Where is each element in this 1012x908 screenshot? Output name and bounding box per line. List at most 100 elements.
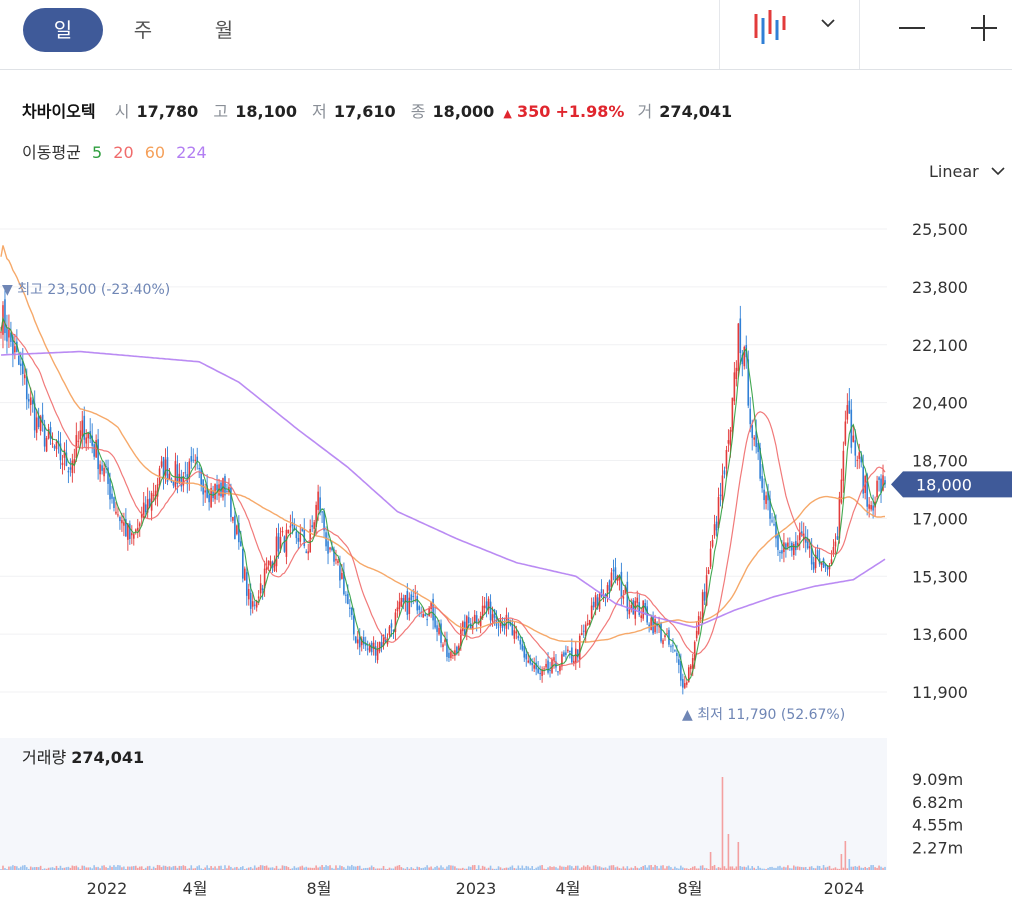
candle-body (826, 566, 829, 570)
candle-body (8, 329, 10, 338)
volume-bar (850, 866, 853, 870)
volume-bar (584, 866, 587, 870)
candle-body (349, 607, 351, 609)
candle-body (335, 558, 337, 561)
volume-bar (305, 866, 308, 870)
volume-bar (876, 867, 878, 870)
volume-bar (842, 867, 845, 870)
volume-bar (53, 868, 56, 870)
volume-bar (271, 867, 274, 870)
candle-body (632, 600, 635, 615)
candle-body (473, 614, 476, 624)
candle-body (198, 468, 201, 470)
candle-body (196, 456, 199, 462)
volume-bar (47, 867, 50, 870)
candle-body (713, 524, 716, 536)
candle-body (531, 662, 533, 666)
candle-body (53, 445, 56, 449)
candle-body (636, 597, 639, 603)
volume-bar (87, 867, 90, 870)
candle-body (142, 502, 145, 518)
chart-type-selector[interactable] (719, 0, 860, 69)
volume-bar (745, 867, 748, 870)
price-chart[interactable]: 25,500 23,800 22,100 20,400 18,700 17,000 15,3… (0, 195, 1012, 908)
volume-bar (664, 868, 666, 870)
candle-body (374, 646, 377, 656)
volume-bar (160, 867, 163, 870)
candle-body (255, 601, 258, 608)
candle-body (842, 450, 845, 481)
volume-bar (172, 866, 175, 870)
volume-bar (644, 865, 646, 870)
candle-body (820, 562, 823, 565)
candle-body (341, 572, 343, 579)
candle-body (31, 400, 34, 405)
volume-bar (198, 865, 201, 870)
tab-day[interactable]: 일 (23, 8, 103, 52)
candle-body (719, 494, 722, 497)
candle-body (428, 607, 430, 617)
candle-body (460, 629, 462, 647)
volume-bar (261, 865, 264, 870)
candle-body (35, 417, 38, 433)
volume-bar (834, 867, 837, 870)
y-tick-label: 13,600 (912, 625, 968, 644)
scale-selector[interactable]: Linear (929, 162, 1006, 181)
volume-legend-value: 274,041 (71, 748, 145, 767)
candle-body (682, 679, 684, 688)
volume-bar (176, 867, 179, 870)
volume-bar (184, 866, 187, 870)
candle-body (666, 633, 668, 635)
zoom-in-button[interactable] (959, 8, 1009, 52)
candle-body (295, 531, 298, 539)
candle-body (192, 459, 195, 461)
y-tick-label: 18,700 (912, 452, 968, 471)
volume-bar (816, 865, 819, 870)
candle-body (866, 474, 868, 507)
volume-bar (632, 868, 635, 870)
up-triangle-icon: ▲ (503, 107, 512, 120)
ma-20[interactable]: 20 (113, 143, 134, 162)
volume-bar (872, 865, 874, 870)
volume-bar (576, 865, 579, 870)
ma-224[interactable]: 224 (176, 143, 207, 162)
volume-bar (109, 865, 111, 870)
volume-bar (83, 865, 86, 870)
candle-body (727, 440, 730, 444)
volume-bar (444, 868, 446, 870)
candle-body (4, 299, 6, 334)
tab-month[interactable]: 월 (214, 18, 234, 42)
candle-body (269, 560, 272, 566)
volume-tick-label: 2.27m (912, 838, 963, 857)
zoom-out-button[interactable] (887, 8, 937, 52)
candle-body (618, 575, 621, 581)
candle-body (160, 461, 163, 467)
volume-bar (253, 865, 256, 870)
candle-body (533, 665, 535, 669)
candle-body (416, 596, 419, 611)
volume-bar (103, 865, 105, 870)
ma-5[interactable]: 5 (91, 143, 103, 162)
candle-body (301, 528, 304, 532)
candle-body (364, 643, 367, 646)
candle-body (117, 514, 119, 516)
candle-body (610, 572, 613, 588)
volume-bar (331, 867, 333, 870)
ma-60[interactable]: 60 (144, 143, 166, 162)
volume-bar (537, 866, 539, 870)
tab-week[interactable]: 주 (133, 18, 153, 42)
candle-body (711, 539, 714, 547)
candle-body (684, 683, 686, 688)
candle-body (880, 478, 882, 493)
candle-body (519, 639, 522, 645)
candle-body (77, 440, 80, 442)
volume-bar (622, 866, 625, 870)
volume-bar (382, 865, 385, 870)
volume-bar (559, 865, 561, 870)
candle-body (563, 652, 565, 657)
candle-body (140, 513, 143, 518)
candle-body (830, 559, 833, 564)
volume-bar (182, 865, 185, 870)
volume-bar (689, 868, 692, 870)
candle-body (343, 571, 345, 595)
